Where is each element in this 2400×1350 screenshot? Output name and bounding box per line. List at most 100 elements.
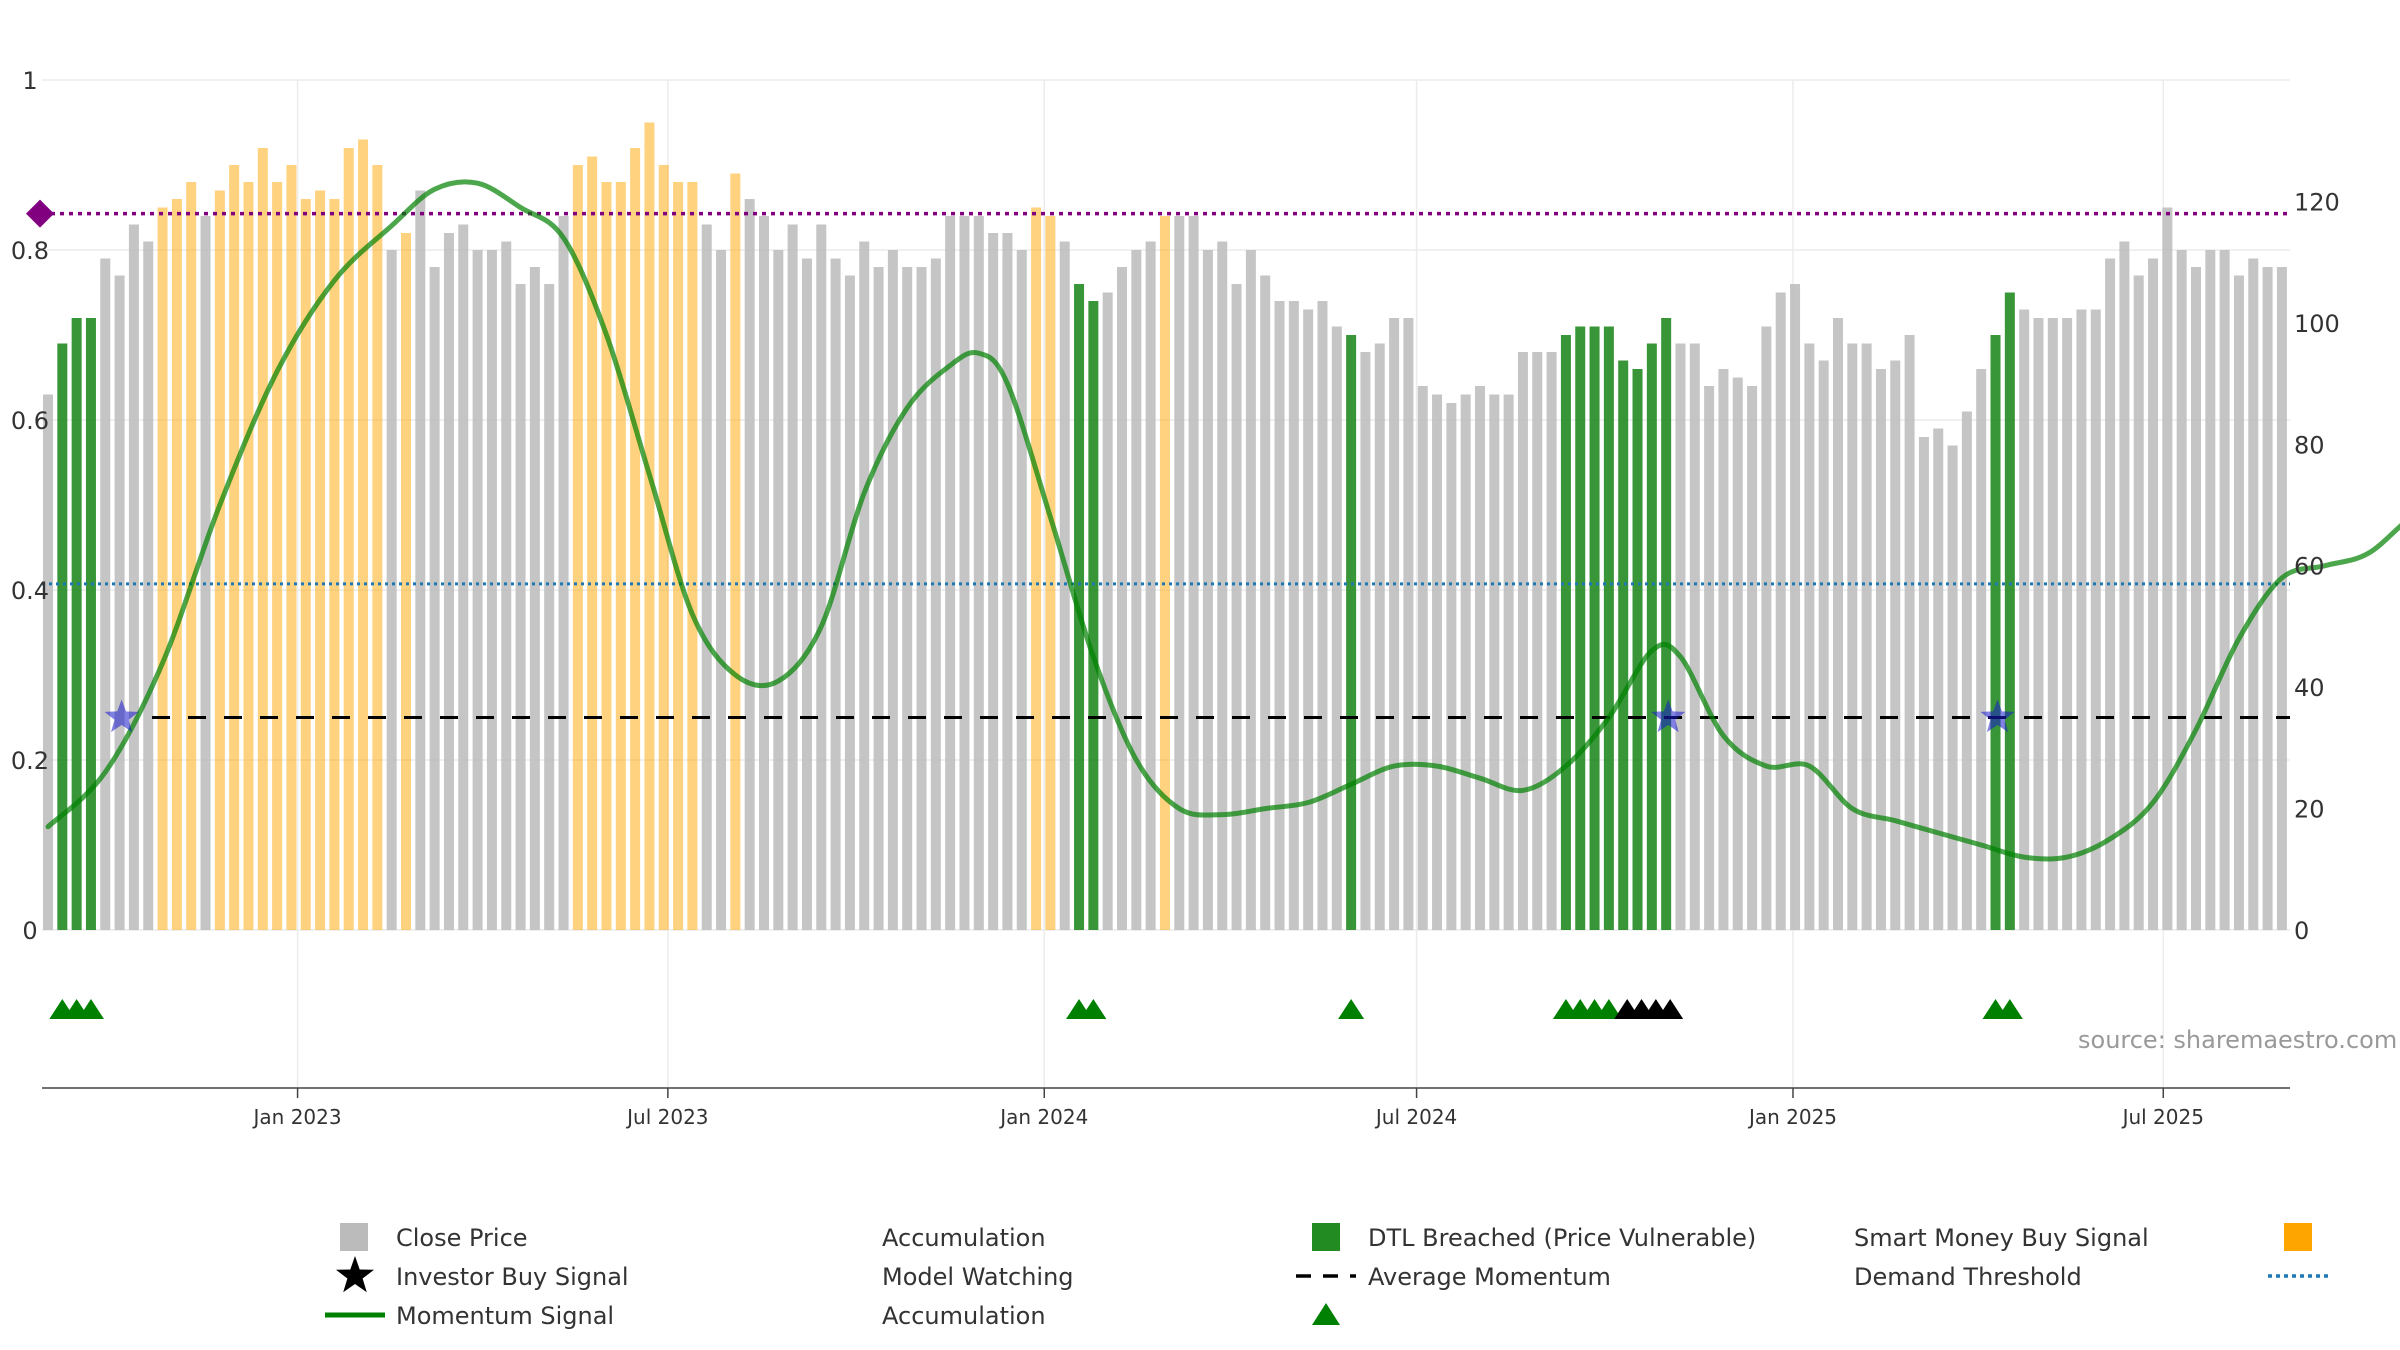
bar-close-price — [1689, 343, 1700, 930]
bar-close-price — [1432, 394, 1443, 930]
legend-label: Momentum Signal — [396, 1302, 614, 1330]
bar-close-price — [1918, 437, 1929, 930]
bar-accumulation — [1990, 335, 2001, 930]
bar-close-price — [1933, 428, 1944, 930]
bar-close-price — [515, 284, 526, 930]
bar-close-price — [2133, 275, 2144, 930]
bar-close-price — [2176, 250, 2187, 930]
accumulation-marker — [1996, 999, 2023, 1019]
bar-close-price — [988, 233, 999, 930]
bar-accumulation — [1346, 335, 1357, 930]
bar-dtl-breached — [272, 182, 283, 930]
bar-close-price — [2233, 275, 2244, 930]
legend-item: Smart Money Buy Signal — [1854, 1224, 2149, 1252]
bar-close-price — [200, 216, 211, 930]
legend: Close Price Accumulation DTL Breached (Pri… — [325, 1223, 2328, 1330]
bar-dtl-breached — [401, 233, 411, 930]
legend-label: Investor Buy Signal — [396, 1263, 629, 1291]
bar-close-price — [501, 241, 512, 930]
bar-accumulation — [1646, 343, 1657, 930]
bar-close-price — [1532, 352, 1543, 930]
bar-close-price — [1117, 267, 1127, 930]
bar-close-price — [1145, 241, 1156, 930]
bar-dtl-breached — [257, 148, 268, 930]
bar-close-price — [429, 267, 440, 930]
bar-dtl-breached — [186, 182, 197, 930]
bar-dtl-breached — [243, 182, 254, 930]
accumulation-marker — [77, 999, 104, 1019]
y-left-tick-label: 0.2 — [11, 747, 49, 775]
bar-close-price — [1460, 394, 1471, 930]
legend-item: Average Momentum — [1368, 1263, 2328, 1291]
bar-close-price — [1890, 360, 1901, 930]
x-tick-label: Jul 2024 — [1374, 1105, 1457, 1129]
bar-dtl-breached — [358, 139, 369, 930]
y-left-tick-label: 0 — [22, 917, 37, 945]
legend-label: DTL Breached (Price Vulnerable) — [1368, 1224, 1756, 1252]
bar-close-price — [100, 258, 111, 930]
y-left-tick-label: 0.4 — [11, 577, 49, 605]
y-right-tick-label: 60 — [2294, 553, 2325, 581]
bar-close-price — [558, 216, 569, 930]
bar-close-price — [1131, 250, 1142, 930]
axes: 0 0.2 0.4 0.6 0.8 1 0 20 40 60 80 100 120 Jan 2023 Jul… — [11, 67, 2340, 1129]
bar-accumulation — [1560, 335, 1571, 930]
bar-close-price — [1747, 386, 1758, 930]
bar-close-price — [1847, 343, 1858, 930]
y-right-tick-label: 20 — [2294, 796, 2325, 824]
y-right-tick-label: 40 — [2294, 674, 2325, 702]
bar-close-price — [1059, 241, 1070, 930]
legend-item: Demand Threshold — [1854, 1263, 2082, 1291]
legend-label: Demand Threshold — [1854, 1263, 2082, 1291]
bar-close-price — [1732, 377, 1743, 930]
bar-close-price — [1202, 250, 1213, 930]
y-right-tick-label: 0 — [2294, 917, 2309, 945]
y-right-tick-label: 100 — [2294, 310, 2340, 338]
bar-accumulation — [1618, 360, 1629, 930]
bar-close-price — [801, 258, 812, 930]
reference-lines — [26, 199, 2290, 719]
bar-dtl-breached — [687, 182, 698, 930]
bar-dtl-breached — [1159, 216, 1170, 930]
bar-dtl-breached — [615, 182, 626, 930]
legend-label: Average Momentum — [1368, 1263, 1611, 1291]
bar-close-price — [1976, 369, 1987, 930]
bar-close-price — [744, 199, 755, 930]
bar-dtl-breached — [214, 190, 225, 930]
bar-close-price — [1961, 411, 1972, 930]
bar-close-price — [1374, 343, 1385, 930]
bar-close-price — [1904, 335, 1915, 930]
bar-close-price — [544, 284, 555, 930]
bar-close-price — [759, 216, 769, 930]
bar-accumulation — [1632, 369, 1643, 930]
bar-close-price — [1761, 326, 1772, 930]
bar-dtl-breached — [1045, 216, 1056, 930]
bar-close-price — [2276, 267, 2287, 930]
bar-dtl-breached — [644, 122, 655, 930]
bar-close-price — [1775, 292, 1786, 930]
bar-close-price — [1704, 386, 1715, 930]
bar-close-price — [2262, 267, 2273, 930]
bar-accumulation — [1603, 326, 1614, 930]
bar-close-price — [1503, 394, 1514, 930]
momentum-signal-path — [45, 179, 2400, 862]
bar-close-price — [529, 267, 540, 930]
bar-close-price — [1546, 352, 1557, 930]
bar-close-price — [1675, 343, 1686, 930]
bar-dtl-breached — [587, 156, 598, 930]
bar-accumulation — [1088, 301, 1099, 930]
bar-close-price — [2119, 241, 2130, 930]
bar-close-price — [2148, 258, 2159, 930]
bar-close-price — [2162, 207, 2173, 930]
legend-item: Model Watching — [882, 1263, 1356, 1291]
investor-star-icon — [336, 1256, 374, 1293]
bar-dtl-breached — [730, 173, 741, 930]
legend-label: Accumulation — [882, 1224, 1046, 1252]
bar-close-price — [43, 394, 53, 930]
legend-label: Model Watching — [882, 1263, 1074, 1291]
momentum-signal-line — [45, 179, 2400, 862]
bar-dtl-breached — [601, 182, 612, 930]
bar-close-price — [2090, 309, 2101, 930]
